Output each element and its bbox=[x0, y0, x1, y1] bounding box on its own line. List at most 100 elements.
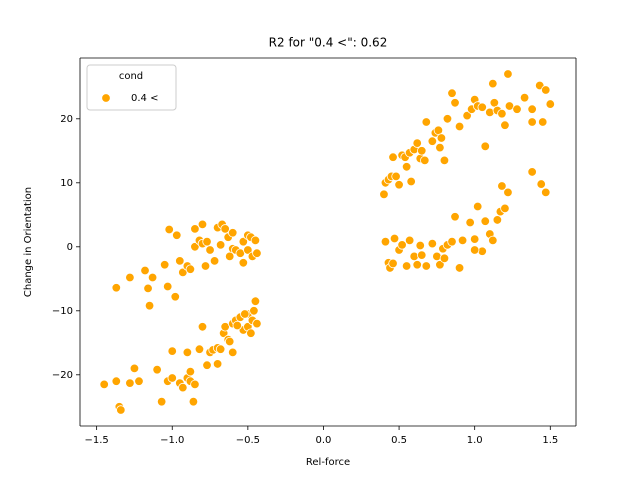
point bbox=[500, 203, 510, 214]
point bbox=[250, 235, 261, 246]
point bbox=[442, 114, 453, 124]
point bbox=[238, 236, 249, 247]
point bbox=[111, 283, 121, 293]
point bbox=[220, 224, 230, 234]
point bbox=[116, 405, 126, 415]
point bbox=[427, 136, 438, 146]
point bbox=[388, 152, 398, 162]
point bbox=[379, 189, 389, 200]
point bbox=[473, 201, 483, 212]
y-tick-label: 20 bbox=[60, 114, 73, 125]
point bbox=[527, 117, 537, 127]
chart-title: R2 for "0.4 <": 0.62 bbox=[269, 36, 388, 50]
points bbox=[99, 69, 555, 415]
point bbox=[391, 171, 401, 182]
point bbox=[512, 104, 522, 114]
point bbox=[469, 245, 480, 255]
point bbox=[197, 219, 208, 230]
point bbox=[147, 272, 158, 283]
point bbox=[250, 296, 261, 306]
point bbox=[519, 92, 530, 103]
point bbox=[144, 300, 155, 311]
point bbox=[190, 224, 200, 234]
point bbox=[252, 318, 262, 329]
point bbox=[209, 256, 220, 266]
point bbox=[541, 85, 551, 95]
point bbox=[252, 248, 262, 258]
point bbox=[447, 236, 457, 247]
point bbox=[143, 283, 153, 294]
point bbox=[417, 146, 427, 156]
point bbox=[435, 142, 445, 153]
point bbox=[421, 117, 431, 127]
y-tick-label: 10 bbox=[60, 178, 73, 189]
point bbox=[394, 180, 404, 190]
point bbox=[175, 256, 185, 266]
point bbox=[125, 378, 135, 388]
point bbox=[380, 236, 391, 247]
x-tick-label: −1.0 bbox=[160, 435, 184, 446]
point bbox=[480, 216, 490, 226]
point bbox=[457, 235, 468, 246]
point bbox=[202, 236, 212, 247]
legend: cond 0.4 < bbox=[86, 64, 177, 111]
point bbox=[232, 320, 242, 331]
point bbox=[480, 141, 490, 152]
point bbox=[545, 99, 555, 109]
point bbox=[488, 235, 498, 246]
point bbox=[215, 344, 226, 354]
x-tick-label: −0.5 bbox=[236, 435, 260, 446]
point bbox=[397, 240, 407, 250]
point bbox=[450, 98, 460, 108]
point bbox=[205, 245, 215, 255]
point bbox=[125, 272, 135, 283]
point bbox=[527, 104, 537, 114]
x-axis-label: Rel-force bbox=[306, 457, 350, 468]
legend-marker bbox=[101, 93, 111, 103]
point bbox=[129, 363, 140, 374]
point bbox=[401, 261, 412, 271]
point bbox=[409, 251, 419, 262]
point bbox=[497, 181, 507, 191]
point bbox=[415, 240, 425, 251]
y-tick-label: −10 bbox=[52, 306, 73, 317]
x-tick-label: 0.5 bbox=[391, 435, 407, 446]
point bbox=[406, 176, 416, 187]
point bbox=[167, 346, 177, 356]
point bbox=[194, 344, 205, 354]
point bbox=[185, 264, 196, 274]
point bbox=[172, 230, 182, 240]
point bbox=[401, 162, 412, 172]
point bbox=[182, 347, 193, 358]
point bbox=[488, 78, 498, 89]
point bbox=[412, 138, 422, 148]
point bbox=[164, 224, 174, 235]
point bbox=[190, 379, 200, 390]
point bbox=[152, 364, 162, 375]
point bbox=[228, 228, 238, 238]
y-tick-label: −20 bbox=[52, 370, 73, 381]
point bbox=[246, 328, 256, 338]
point bbox=[447, 88, 457, 98]
point bbox=[159, 260, 170, 270]
legend-label: 0.4 < bbox=[131, 93, 158, 104]
point bbox=[503, 69, 513, 79]
point bbox=[436, 133, 447, 143]
point bbox=[170, 292, 180, 302]
point bbox=[388, 258, 398, 269]
point bbox=[435, 260, 445, 270]
point bbox=[420, 155, 430, 166]
point bbox=[477, 246, 487, 256]
point bbox=[99, 379, 109, 390]
point bbox=[228, 347, 238, 358]
point bbox=[465, 217, 475, 228]
point bbox=[243, 245, 253, 255]
point bbox=[134, 376, 144, 386]
point bbox=[454, 121, 465, 132]
point bbox=[503, 187, 513, 198]
x-tick-label: 1.5 bbox=[542, 435, 558, 446]
point bbox=[178, 382, 188, 393]
point bbox=[238, 258, 249, 268]
point bbox=[497, 108, 507, 119]
point bbox=[538, 117, 548, 127]
